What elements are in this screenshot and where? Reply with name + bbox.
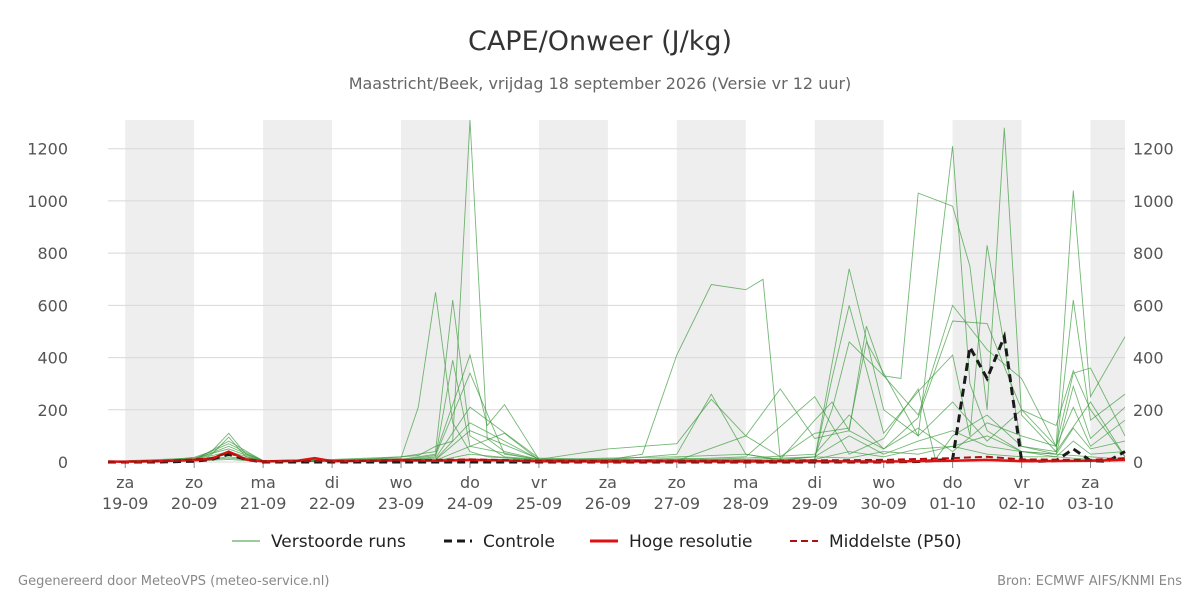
chart-subtitle: Maastricht/Beek, vrijdag 18 september 20… bbox=[349, 74, 852, 93]
weekend-band-3 bbox=[538, 120, 608, 462]
high-resolution-line bbox=[107, 450, 1126, 463]
weekend-band-0 bbox=[125, 120, 195, 462]
y-tick-left-200: 200 bbox=[37, 401, 68, 420]
y-tick-left-0: 0 bbox=[58, 453, 68, 472]
x-tick-date-7: 26-09 bbox=[585, 494, 632, 513]
grid-lines bbox=[108, 148, 1125, 463]
y-tick-left-600: 600 bbox=[37, 296, 68, 315]
x-tick-day-9: ma bbox=[733, 473, 758, 492]
x-tick-date-0: 19-09 bbox=[102, 494, 149, 513]
weekend-band-2 bbox=[401, 120, 470, 462]
x-tick-date-13: 02-10 bbox=[998, 494, 1045, 513]
x-tick-day-1: zo bbox=[185, 473, 203, 492]
x-tick-day-5: do bbox=[460, 473, 480, 492]
x-tick-date-11: 30-09 bbox=[860, 494, 907, 513]
y-tick-left-800: 800 bbox=[37, 244, 68, 263]
y-tick-right-1200: 1200 bbox=[1133, 140, 1174, 159]
ensemble-member-line-0 bbox=[107, 119, 1126, 462]
plot-area bbox=[107, 119, 1126, 464]
ensemble-member-line-2 bbox=[107, 127, 1126, 463]
x-tick-date-1: 20-09 bbox=[171, 494, 218, 513]
ensemble-member-line-3 bbox=[107, 190, 1126, 462]
x-tick-day-7: za bbox=[599, 473, 617, 492]
x-tick-day-14: za bbox=[1081, 473, 1099, 492]
x-tick-date-8: 27-09 bbox=[654, 494, 701, 513]
x-tick-date-14: 03-10 bbox=[1067, 494, 1114, 513]
x-tick-date-5: 24-09 bbox=[447, 494, 494, 513]
x-axis: za 19-09 zo 20-09 ma 21-09 di 22-09 wo 23-09 do 24-… bbox=[102, 462, 1114, 513]
footer-source: Bron: ECMWF AIFS/KNMI Ens bbox=[997, 574, 1182, 589]
y-tick-right-600: 600 bbox=[1133, 296, 1164, 315]
median-line bbox=[108, 451, 1126, 463]
x-tick-day-6: vr bbox=[531, 473, 547, 492]
y-tick-right-200: 200 bbox=[1133, 401, 1164, 420]
legend-label-highres: Hoge resolutie bbox=[629, 532, 753, 552]
x-tick-date-3: 22-09 bbox=[309, 494, 356, 513]
x-tick-date-2: 21-09 bbox=[240, 494, 287, 513]
legend-label-ensemble: Verstoorde runs bbox=[271, 532, 406, 552]
footer-generated-by: Gegenereerd door MeteoVPS (meteo-service… bbox=[18, 574, 329, 589]
weekend-bands bbox=[125, 120, 1125, 462]
y-tick-right-800: 800 bbox=[1133, 244, 1164, 263]
weekend-band-4 bbox=[676, 120, 746, 462]
y-tick-left-400: 400 bbox=[37, 349, 68, 368]
weekend-band-1 bbox=[263, 120, 333, 462]
x-tick-date-9: 28-09 bbox=[723, 494, 770, 513]
x-tick-day-12: do bbox=[943, 473, 963, 492]
legend-label-control: Controle bbox=[483, 532, 555, 552]
chart-title: CAPE/Onweer (J/kg) bbox=[468, 26, 732, 57]
x-tick-date-10: 29-09 bbox=[791, 494, 838, 513]
x-tick-day-4: wo bbox=[390, 473, 413, 492]
y-tick-right-0: 0 bbox=[1133, 453, 1143, 472]
x-tick-day-13: vr bbox=[1014, 473, 1030, 492]
y-tick-right-1000: 1000 bbox=[1133, 192, 1174, 211]
x-tick-date-4: 23-09 bbox=[378, 494, 425, 513]
y-tick-right-400: 400 bbox=[1133, 349, 1164, 368]
weekend-band-7 bbox=[1090, 120, 1125, 462]
y-axis-left: 0 200 400 600 800 1000 1200 bbox=[27, 140, 68, 472]
x-tick-date-12: 01-10 bbox=[929, 494, 976, 513]
x-tick-day-0: za bbox=[116, 473, 134, 492]
x-tick-date-6: 25-09 bbox=[516, 494, 563, 513]
x-tick-day-11: wo bbox=[872, 473, 895, 492]
x-tick-day-10: di bbox=[807, 473, 822, 492]
y-axis-right: 0 200 400 600 800 1000 1200 bbox=[1133, 140, 1174, 472]
x-tick-day-2: ma bbox=[250, 473, 275, 492]
y-tick-left-1200: 1200 bbox=[27, 140, 68, 159]
x-tick-day-8: zo bbox=[668, 473, 686, 492]
legend-label-median: Middelste (P50) bbox=[829, 532, 962, 552]
x-tick-day-3: di bbox=[325, 473, 340, 492]
y-tick-left-1000: 1000 bbox=[27, 192, 68, 211]
legend: Verstoorde runs Controle Hoge resolutie … bbox=[232, 532, 962, 552]
